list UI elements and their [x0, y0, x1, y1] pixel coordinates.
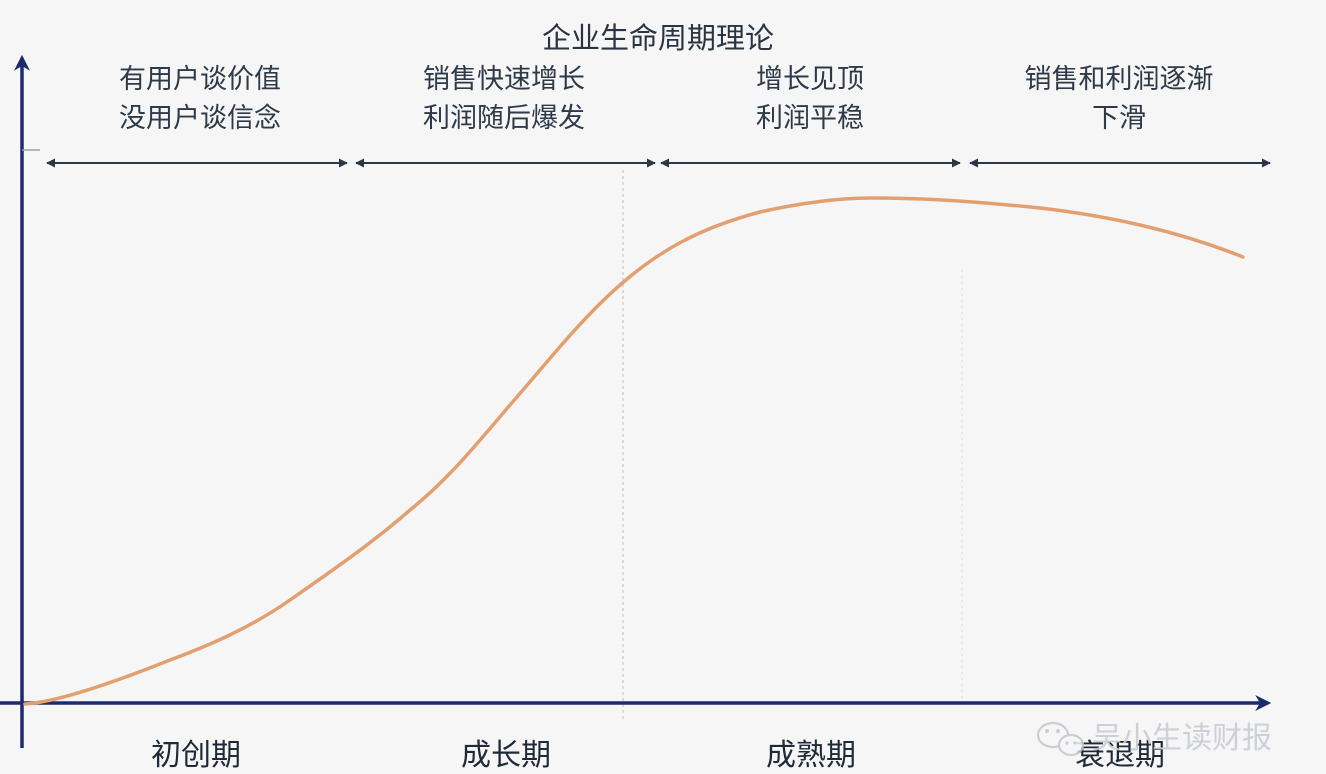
stage-3-desc-line2: 利润平稳 — [756, 103, 864, 134]
stage-2-name: 成长期 — [461, 738, 551, 773]
stage-1-desc-line2: 没用户谈信念 — [119, 103, 281, 134]
watermark-text: 吴小生读财报 — [1092, 721, 1272, 756]
stage-3-desc-line1: 增长见顶 — [756, 64, 864, 95]
stage-2-desc-line1: 销售快速增长 — [423, 64, 585, 95]
wechat-icon — [1036, 721, 1085, 757]
stage-2-desc-line2: 利润随后爆发 — [423, 103, 585, 134]
stage-1-name: 初创期 — [151, 738, 241, 773]
lifecycle-curve — [23, 196, 1245, 706]
stage-3-name: 成熟期 — [766, 738, 856, 773]
diagram-title: 企业生命周期理论 — [542, 21, 774, 55]
stage-4-name: 衰退期 — [1075, 738, 1165, 773]
stage-4-desc-line2: 下滑 — [1092, 103, 1146, 134]
stage-1-desc-line1: 有用户谈价值 — [119, 64, 281, 95]
stage-4-desc-line1: 销售和利润逐渐 — [1025, 64, 1214, 95]
